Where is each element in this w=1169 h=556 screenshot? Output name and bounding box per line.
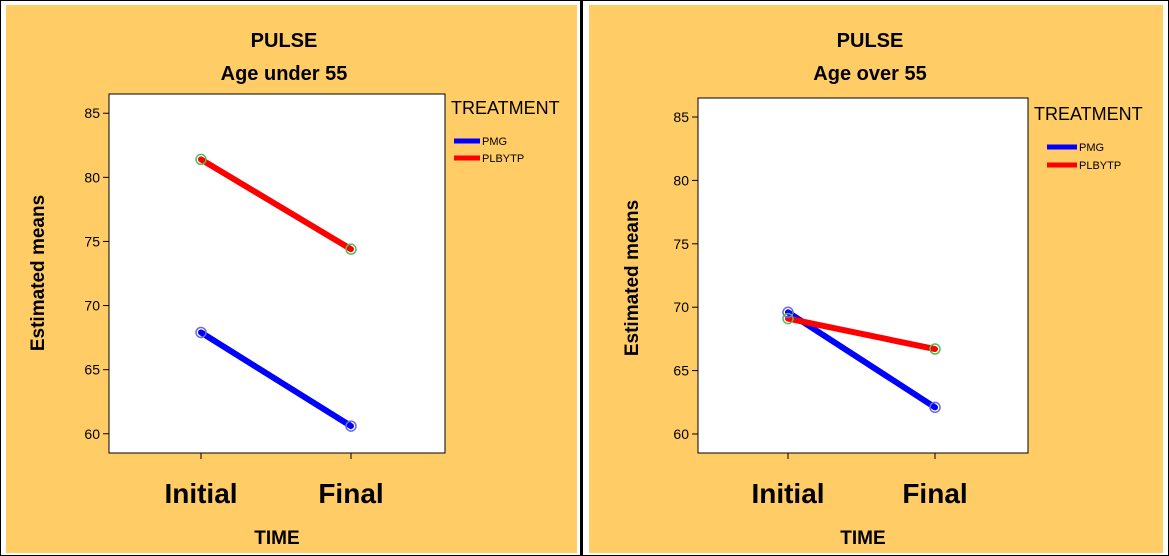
y-tick-label: 65: [673, 363, 689, 379]
y-axis-title: Estimated means: [622, 200, 643, 356]
y-tick-label: 80: [673, 172, 689, 188]
data-point-plbytp: [929, 343, 941, 355]
chart-title: PULSE: [837, 30, 904, 52]
y-tick-label: 75: [84, 233, 100, 249]
x-tick-label: Final: [318, 478, 383, 509]
y-tick-label: 85: [673, 109, 689, 125]
y-tick-label: 70: [84, 298, 100, 314]
chart-panel-over-55: PULSE Age over 55 60 65 70 75 80 85 Initial Final…: [589, 5, 1163, 553]
chart-under-55: PULSE Age under 55 60 65 70 75 80 85 Initial Fina…: [28, 30, 560, 549]
chart-subtitle: Age over 55: [813, 63, 926, 85]
y-tick-label: 60: [673, 426, 689, 442]
x-tick-label: Initial: [751, 478, 824, 509]
x-axis-title: TIME: [254, 528, 299, 549]
series-line-plbytp: [198, 156, 354, 253]
chart-subtitle: Age under 55: [221, 63, 348, 85]
chart-over-55: PULSE Age over 55 60 65 70 75 80 85 Initial Final…: [622, 30, 1143, 549]
data-point-pmg: [782, 306, 794, 319]
y-tick-label: 65: [84, 362, 100, 378]
data-point-pmg: [195, 326, 207, 339]
series-line-pmg: [198, 329, 354, 430]
legend-label-plbytp: PLBYTP: [1079, 160, 1121, 172]
y-tick-label: 85: [84, 105, 100, 121]
plot-area: [108, 93, 446, 454]
x-tick-label: Final: [902, 478, 967, 509]
data-point-plbytp: [195, 153, 207, 166]
legend-label-pmg: PMG: [1079, 142, 1104, 154]
data-point-pmg: [345, 420, 357, 432]
legend-title: TREATMENT: [1034, 104, 1143, 124]
panel-divider: [580, 0, 583, 556]
legend-label-plbytp: PLBYTP: [482, 153, 524, 165]
plot-area: [697, 97, 1029, 454]
y-axis-title: Estimated means: [28, 195, 49, 351]
chart-panel-under-55: PULSE Age under 55 60 65 70 75 80 85 Initial Fina…: [6, 5, 577, 553]
y-tick-label: 75: [673, 236, 689, 252]
y-tick-label: 70: [673, 299, 689, 315]
data-point-plbytp: [782, 312, 794, 325]
chart-title: PULSE: [251, 30, 318, 52]
series-line-plbytp: [785, 315, 938, 353]
y-tick-label: 60: [84, 426, 100, 442]
data-point-plbytp: [345, 243, 357, 255]
legend-title: TREATMENT: [451, 98, 560, 118]
legend-label-pmg: PMG: [482, 136, 507, 148]
x-axis-title: TIME: [840, 528, 885, 549]
series-line-pmg: [785, 309, 938, 411]
x-tick-label: Initial: [164, 478, 237, 509]
data-point-pmg: [929, 401, 941, 414]
y-tick-label: 80: [84, 169, 100, 185]
